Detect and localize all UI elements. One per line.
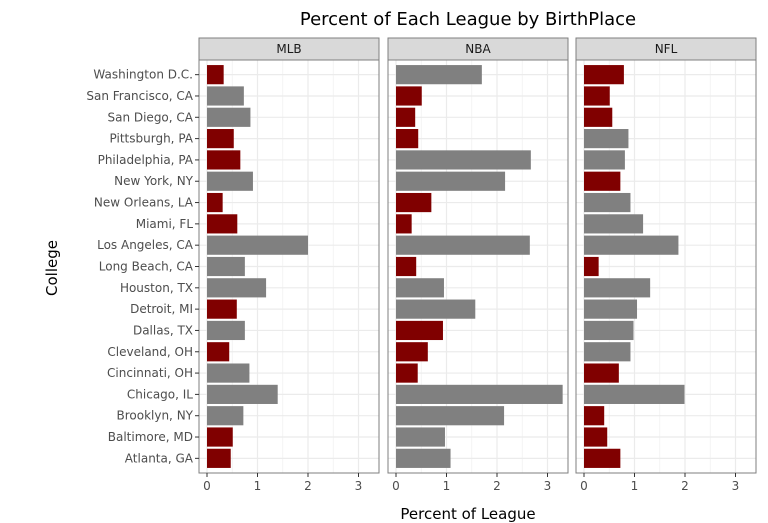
bar-nfl-cincinnati-oh	[584, 363, 619, 383]
bar-nba-houston-tx	[396, 278, 444, 298]
y-tick-label: Dallas, TX	[133, 323, 193, 337]
x-tick-label: 1	[631, 479, 639, 493]
y-tick-label: San Francisco, CA	[86, 89, 193, 103]
bar-nfl-long-beach-ca	[584, 256, 599, 277]
x-tick-label: 0	[580, 479, 588, 493]
bar-mlb-pittsburgh-pa	[207, 129, 234, 149]
y-tick-label: Philadelphia, PA	[98, 153, 194, 167]
bar-mlb-san-francisco-ca	[207, 86, 244, 106]
x-tick-label: 1	[443, 479, 451, 493]
bar-mlb-dallas-tx	[207, 320, 245, 341]
y-tick-label: Miami, FL	[136, 217, 194, 231]
x-tick-label: 2	[304, 479, 312, 493]
y-tick-label: Cleveland, OH	[107, 345, 193, 359]
bar-nba-baltimore-md	[396, 427, 445, 447]
bar-mlb-philadelphia-pa	[207, 150, 241, 170]
chart-title: Percent of Each League by BirthPlace	[300, 9, 636, 30]
bar-nfl-new-orleans-la	[584, 192, 631, 213]
bar-nba-miami-fl	[396, 214, 412, 234]
x-tick-label: 1	[254, 479, 262, 493]
bar-mlb-los-angeles-ca	[207, 235, 308, 255]
facet-label-mlb: MLB	[276, 42, 301, 56]
bar-nba-atlanta-ga	[396, 448, 451, 468]
bar-nfl-washington-d-c-	[584, 65, 624, 85]
bar-nfl-san-diego-ca	[584, 107, 613, 127]
y-axis-title: College	[43, 240, 61, 296]
bar-mlb-miami-fl	[207, 214, 238, 234]
bar-nba-washington-d-c-	[396, 65, 482, 85]
bar-mlb-atlanta-ga	[207, 448, 231, 468]
y-tick-label: New Orleans, LA	[94, 196, 194, 210]
bar-nba-detroit-mi	[396, 299, 476, 319]
y-tick-label: Chicago, IL	[127, 387, 193, 401]
bar-mlb-san-diego-ca	[207, 107, 251, 127]
bar-nba-philadelphia-pa	[396, 150, 531, 170]
bar-nba-brooklyn-ny	[396, 406, 505, 426]
bar-mlb-new-york-ny	[207, 171, 253, 191]
x-tick-label: 2	[493, 479, 501, 493]
panel-border	[387, 59, 569, 474]
bar-mlb-baltimore-md	[207, 427, 233, 447]
bar-nba-new-york-ny	[396, 171, 506, 191]
x-tick-label: 3	[544, 479, 552, 493]
bar-nfl-baltimore-md	[584, 427, 608, 447]
bar-mlb-houston-tx	[207, 278, 267, 298]
bar-nfl-pittsburgh-pa	[584, 129, 629, 149]
bar-nba-chicago-il	[396, 384, 563, 404]
bar-nba-long-beach-ca	[396, 256, 417, 277]
x-axis-title: Percent of League	[400, 505, 535, 523]
bar-mlb-detroit-mi	[207, 299, 237, 319]
bar-nba-san-diego-ca	[396, 107, 416, 127]
bar-nfl-new-york-ny	[584, 171, 621, 191]
bar-nfl-los-angeles-ca	[584, 235, 679, 255]
bar-mlb-chicago-il	[207, 384, 278, 404]
facet-label-nba: NBA	[465, 42, 491, 56]
y-tick-label: Detroit, MI	[130, 302, 193, 316]
bar-nba-cleveland-oh	[396, 342, 428, 362]
y-tick-label: Houston, TX	[120, 281, 193, 295]
bar-mlb-new-orleans-la	[207, 192, 223, 213]
bar-nfl-dallas-tx	[584, 320, 634, 341]
bar-nfl-cleveland-oh	[584, 342, 631, 362]
bar-nfl-san-francisco-ca	[584, 86, 610, 106]
y-tick-label: New York, NY	[114, 174, 194, 188]
y-tick-label: San Diego, CA	[107, 110, 193, 124]
facet-label-nfl: NFL	[655, 42, 678, 56]
panel-border	[575, 59, 757, 474]
y-tick-label: Pittsburgh, PA	[110, 132, 194, 146]
y-tick-label: Cincinnati, OH	[107, 366, 193, 380]
bar-mlb-brooklyn-ny	[207, 406, 244, 426]
y-tick-label: Long Beach, CA	[99, 260, 194, 274]
y-tick-label: Atlanta, GA	[125, 451, 194, 465]
bar-mlb-cleveland-oh	[207, 342, 230, 362]
x-tick-label: 0	[392, 479, 400, 493]
bar-nfl-atlanta-ga	[584, 448, 621, 468]
bar-mlb-washington-d-c-	[207, 65, 224, 85]
bar-nfl-brooklyn-ny	[584, 406, 605, 426]
y-tick-label: Los Angeles, CA	[97, 238, 194, 252]
x-tick-label: 0	[203, 479, 211, 493]
bar-nfl-miami-fl	[584, 214, 644, 234]
bar-nba-new-orleans-la	[396, 192, 432, 213]
y-tick-label: Washington D.C.	[93, 68, 193, 82]
bar-mlb-cincinnati-oh	[207, 363, 250, 383]
bar-nfl-detroit-mi	[584, 299, 638, 319]
x-tick-label: 2	[681, 479, 689, 493]
bar-nfl-philadelphia-pa	[584, 150, 625, 170]
bar-nba-los-angeles-ca	[396, 235, 530, 255]
x-tick-label: 3	[732, 479, 740, 493]
bar-nba-san-francisco-ca	[396, 86, 422, 106]
bar-nba-cincinnati-oh	[396, 363, 418, 383]
bar-nba-dallas-tx	[396, 320, 443, 341]
bar-nfl-houston-tx	[584, 278, 651, 298]
y-tick-label: Brooklyn, NY	[116, 409, 193, 423]
bar-nba-pittsburgh-pa	[396, 129, 419, 149]
bar-nfl-chicago-il	[584, 384, 685, 404]
x-tick-label: 3	[355, 479, 363, 493]
y-tick-label: Baltimore, MD	[108, 430, 193, 444]
bar-mlb-long-beach-ca	[207, 256, 245, 277]
